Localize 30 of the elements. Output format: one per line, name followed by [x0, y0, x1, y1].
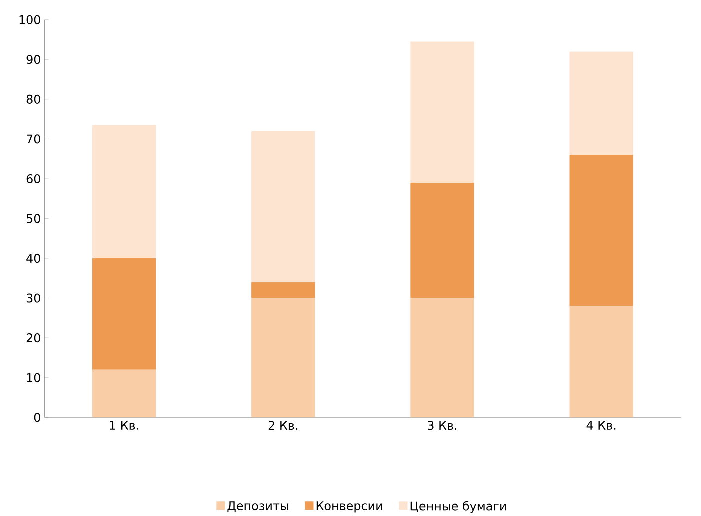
y-tick-label: 50	[26, 214, 40, 224]
bar	[92, 125, 156, 258]
bar	[570, 52, 634, 156]
y-tick-label: 60	[26, 174, 40, 184]
bar	[410, 42, 474, 183]
bar	[410, 298, 474, 418]
legend-label: Ценные бумаги	[410, 501, 506, 514]
y-tick-label: 80	[26, 94, 40, 104]
y-tick-label: 10	[27, 373, 40, 382]
x-tick-label: 1 Кв.	[110, 421, 138, 430]
x-tick-label: 2 Кв.	[268, 421, 298, 430]
y-tick-label: 90	[26, 55, 40, 64]
legend-label: Конверсии	[316, 502, 382, 513]
y-tick-label: 70	[27, 134, 40, 144]
bar	[92, 258, 156, 370]
bar	[252, 131, 316, 282]
x-tick-label: 4 Кв.	[586, 421, 616, 430]
y-tick-label: 100	[20, 15, 40, 24]
bar	[410, 182, 474, 298]
y-tick-label: 0	[34, 413, 40, 422]
y-tick-label: 20	[26, 334, 40, 343]
bar	[252, 282, 316, 298]
legend-label: Депозиты	[228, 502, 288, 512]
bar	[570, 306, 634, 418]
bar	[92, 370, 156, 418]
bar	[570, 155, 634, 306]
x-tick-label: 3 Кв.	[428, 421, 457, 430]
y-tick-label: 40	[26, 254, 40, 263]
bar	[252, 298, 316, 418]
y-tick-label: 30	[26, 294, 40, 303]
